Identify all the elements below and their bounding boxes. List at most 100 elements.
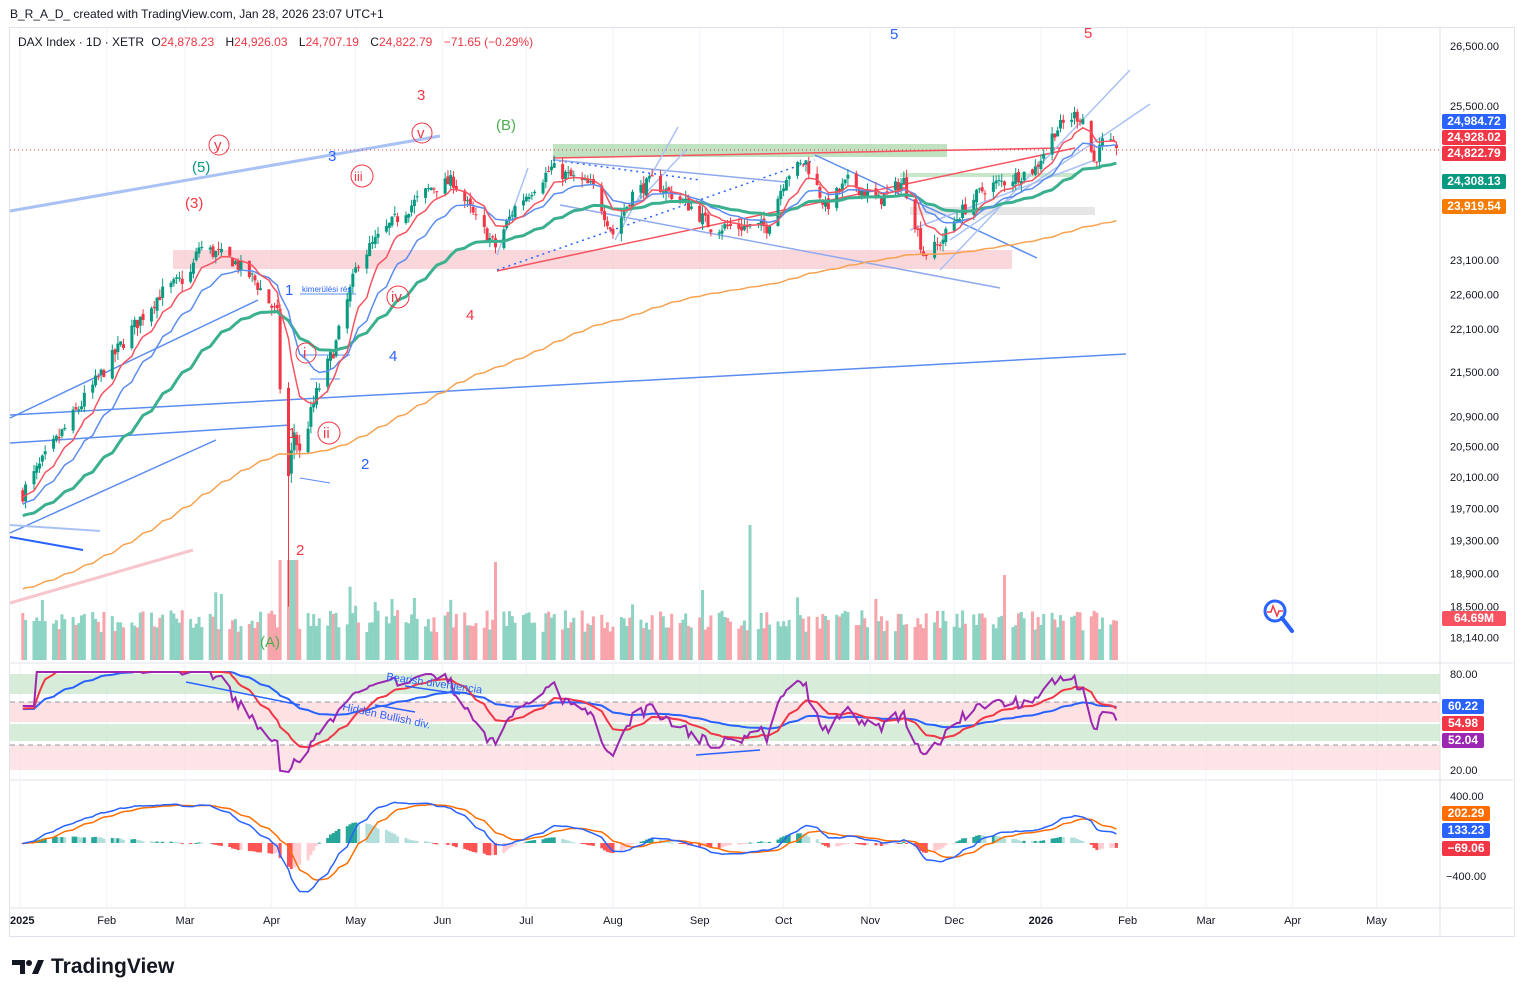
candle-body[interactable] [835,187,839,209]
candle-body[interactable] [1061,119,1065,123]
candle-body[interactable] [502,229,506,248]
candle-body[interactable] [197,247,201,254]
price-axis-label[interactable]: 22,600.00 [1450,289,1499,301]
candle-body[interactable] [1109,139,1113,141]
candle-body[interactable] [426,188,430,190]
price-axis-label[interactable]: 25,500.00 [1450,101,1499,113]
candle-body[interactable] [863,189,867,197]
candle-body[interactable] [259,288,263,290]
candle-body[interactable] [521,200,525,206]
candle-body[interactable] [706,214,710,228]
dotted-trend-line[interactable] [552,159,701,181]
trend-line[interactable] [9,299,259,419]
candle-body[interactable] [1092,150,1096,162]
candle-body[interactable] [843,179,847,184]
candle-body[interactable] [214,251,218,258]
candle-body[interactable] [119,341,123,345]
channel-line[interactable] [909,159,1096,231]
candle-body[interactable] [905,177,909,198]
candle-body[interactable] [1036,164,1040,167]
candle-body[interactable] [600,185,604,212]
candle-body[interactable] [312,403,316,408]
candle-body[interactable] [133,319,137,327]
candle-body[interactable] [1072,111,1076,119]
price-axis-label[interactable]: 19,300.00 [1450,536,1499,548]
candle-body[interactable] [885,191,889,193]
candle-body[interactable] [1033,166,1037,175]
candle-body[interactable] [63,427,67,430]
candle-body[interactable] [1011,181,1015,187]
trend-line[interactable] [9,353,1127,416]
candle-body[interactable] [273,306,277,308]
candle-body[interactable] [295,434,299,446]
candle-body[interactable] [628,204,632,207]
candle-body[interactable] [253,275,257,281]
price-axis-label[interactable]: 18,140.00 [1450,632,1499,644]
candle-body[interactable] [639,184,643,193]
channel-line[interactable] [949,103,1151,241]
candle-body[interactable] [287,387,291,477]
candle-body[interactable] [566,172,570,174]
candle-body[interactable] [334,340,338,357]
symbol-name[interactable]: DAX Index · 1D · XETR [18,35,145,49]
candle-body[interactable] [759,220,763,226]
candle-body[interactable] [354,267,358,273]
macd-pane[interactable] [21,801,1118,893]
candle-body[interactable] [424,188,428,198]
candle-body[interactable] [211,246,215,257]
trend-line[interactable] [9,536,84,551]
candle-body[interactable] [549,166,553,171]
candle-body[interactable] [975,189,979,203]
candle-body[interactable] [642,183,646,194]
time-axis-label[interactable]: Sep [690,915,710,927]
candle-body[interactable] [860,190,864,196]
candle-body[interactable] [485,228,489,243]
candle-body[interactable] [857,187,861,196]
candle-body[interactable] [172,279,176,284]
trend-line[interactable] [554,159,786,183]
candle-body[interactable] [82,392,86,407]
zoom-magnifier-icon[interactable] [1263,599,1294,633]
candle-body[interactable] [807,162,811,175]
candle-body[interactable] [365,254,369,269]
candle-body[interactable] [955,219,959,221]
trend-line[interactable] [9,439,217,534]
candle-body[interactable] [446,176,450,185]
candle-body[interactable] [149,308,153,322]
candle-body[interactable] [1078,120,1082,122]
candle-body[interactable] [1095,161,1099,163]
candle-body[interactable] [762,218,766,227]
rsi-pane[interactable]: Bearish divergencia Hidden Bullish div. [10,671,1440,774]
price-axis-label[interactable]: 19,700.00 [1450,504,1499,516]
candle-body[interactable] [292,432,296,451]
candle-body[interactable] [177,277,181,279]
candle-body[interactable] [337,325,341,340]
candle-body[interactable] [309,407,313,427]
candle-body[interactable] [110,349,114,379]
candle-body[interactable] [589,181,593,183]
candle-body[interactable] [466,200,470,202]
candle-body[interactable] [994,180,998,184]
price-axis-label[interactable]: 21,500.00 [1450,367,1499,379]
candle-body[interactable] [180,278,184,284]
candle-body[interactable] [314,388,318,405]
candle-body[interactable] [54,435,58,440]
candle-body[interactable] [1053,133,1057,138]
candle-body[interactable] [1112,139,1116,141]
candle-body[interactable] [717,232,721,234]
candle-body[interactable] [924,254,928,256]
candle-body[interactable] [650,175,654,177]
time-axis-label[interactable]: Feb [1118,915,1137,927]
candle-body[interactable] [645,178,649,196]
candle-body[interactable] [231,257,235,267]
price-axis-label[interactable]: 26,500.00 [1450,41,1499,53]
candle-body[interactable] [740,226,744,231]
candle-body[interactable] [899,183,903,192]
candle-body[interactable] [1014,173,1018,184]
candle-body[interactable] [77,409,81,411]
candle-body[interactable] [661,191,665,193]
time-axis-label[interactable]: May [1366,915,1387,927]
price-axis-label[interactable]: 22,100.00 [1450,324,1499,336]
tradingview-logo[interactable]: TradingView [12,955,174,979]
candle-body[interactable] [586,178,590,184]
